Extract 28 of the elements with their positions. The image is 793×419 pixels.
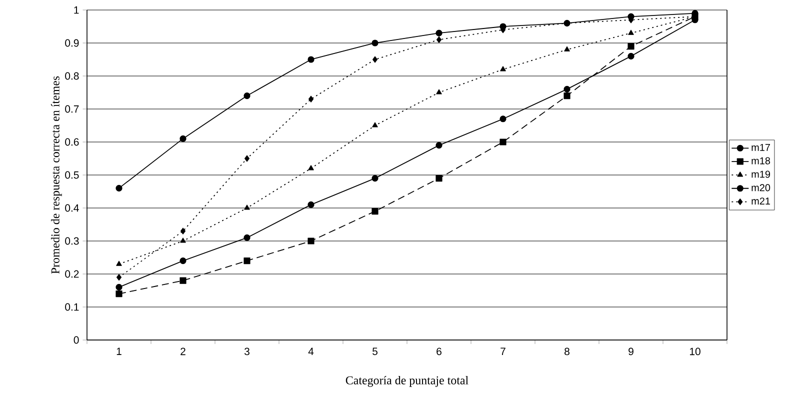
y-tick-label: 0.2 xyxy=(65,270,79,278)
y-tick-label: 0.6 xyxy=(65,138,79,146)
legend-label: m18 xyxy=(752,157,770,164)
x-tick-label: 6 xyxy=(436,348,442,356)
y-tick-label: 0 xyxy=(74,336,79,344)
x-tick-label: 4 xyxy=(308,348,314,355)
y-tick-label: 0.5 xyxy=(65,171,79,179)
x-tick-label: 8 xyxy=(564,348,570,356)
x-tick-label: 1 xyxy=(116,348,122,355)
y-tick-label: 0.3 xyxy=(65,237,79,245)
x-tick-label: 10 xyxy=(690,348,700,356)
legend-label: m17 xyxy=(752,144,770,151)
y-tick-label: 0.7 xyxy=(65,105,79,113)
legend-label: m21 xyxy=(752,198,770,205)
y-tick-label: 1 xyxy=(74,6,79,14)
x-tick-label: 7 xyxy=(500,348,506,355)
y-tick-label: 0.4 xyxy=(65,204,79,212)
x-tick-label: 2 xyxy=(180,348,186,356)
x-axis-title: Categoría de puntaje total xyxy=(346,376,468,387)
y-tick-label: 0.8 xyxy=(65,72,79,80)
y-axis-title: Promedio de respuesta correcta en ítemes xyxy=(50,76,62,274)
x-tick-label: 5 xyxy=(372,348,378,356)
legend-label: m20 xyxy=(752,184,770,192)
legend-label: m19 xyxy=(752,170,770,178)
y-tick-label: 0.1 xyxy=(65,303,79,311)
x-tick-label: 3 xyxy=(244,348,250,356)
y-tick-label: 0.9 xyxy=(65,39,79,47)
x-tick-label: 9 xyxy=(628,348,634,356)
